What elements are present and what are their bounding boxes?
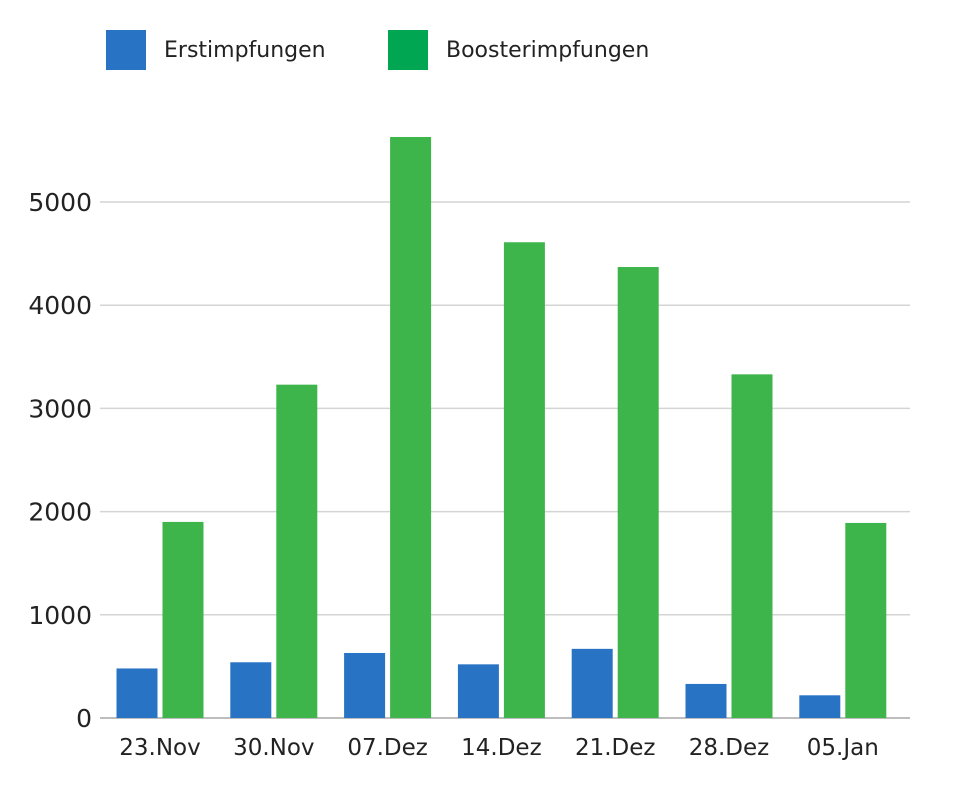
y-tick-label: 0 [76,704,92,733]
bars [116,136,887,719]
y-tick-label: 3000 [28,394,92,423]
x-tick-label: 05.Jan [807,735,879,761]
x-tick-label: 28.Dez [689,735,770,761]
bar-boosterimpfungen-14.Dez [503,242,545,719]
legend-item-erstimpfungen: Erstimpfungen [106,30,326,70]
bar-erstimpfungen-21.Dez [571,648,613,718]
legend-item-boosterimpfungen: Boosterimpfungen [388,30,649,70]
y-axis: 0 1000 2000 3000 4000 5000 [28,188,92,733]
bar-erstimpfungen-30.Nov [230,662,272,718]
x-tick-label: 21.Dez [575,735,656,761]
x-axis: 23.Nov 30.Nov 07.Dez 14.Dez 21.Dez 28.Dez 05.J… [119,735,879,761]
bar-boosterimpfungen-30.Nov [276,384,318,718]
x-tick-label: 23.Nov [119,735,200,761]
bar-boosterimpfungen-21.Dez [617,267,659,718]
bar-boosterimpfungen-05.Jan [845,522,887,718]
legend-label-boosterimpfungen: Boosterimpfungen [446,37,650,63]
bar-boosterimpfungen-28.Dez [731,374,773,718]
y-tick-label: 5000 [28,188,92,217]
bar-boosterimpfungen-23.Nov [162,521,204,718]
x-tick-label: 14.Dez [461,735,542,761]
bar-erstimpfungen-05.Jan [799,695,841,718]
legend-label-erstimpfungen: Erstimpfungen [164,37,326,63]
bar-erstimpfungen-28.Dez [685,683,727,718]
legend-swatch-erstimpfungen [106,30,146,70]
x-tick-label: 30.Nov [233,735,314,761]
legend-swatch-boosterimpfungen [388,30,428,70]
y-tick-label: 1000 [28,601,92,630]
x-tick-label: 07.Dez [347,735,428,761]
y-tick-label: 2000 [28,498,92,527]
bar-boosterimpfungen-07.Dez [390,136,432,718]
legend: Erstimpfungen Boosterimpfungen [0,30,960,70]
bar-erstimpfungen-14.Dez [457,664,499,718]
bar-erstimpfungen-23.Nov [116,668,158,718]
bar-erstimpfungen-07.Dez [344,652,386,718]
y-tick-label: 4000 [28,291,92,320]
